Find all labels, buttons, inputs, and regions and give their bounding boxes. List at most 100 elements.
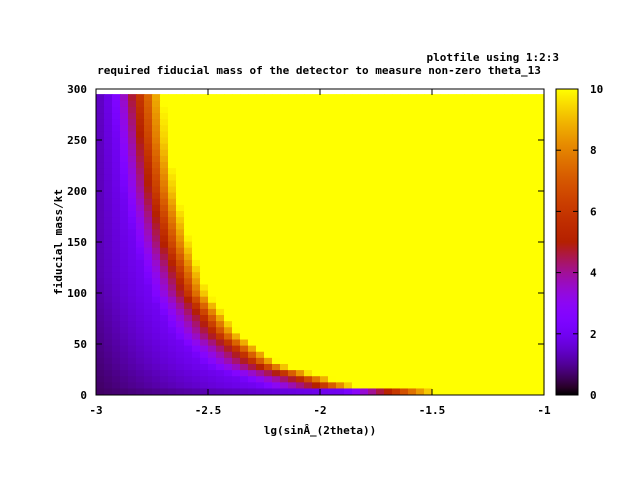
- heatmap-cell: [480, 369, 489, 377]
- heatmap-cell: [352, 357, 361, 364]
- heatmap-cell: [280, 136, 289, 144]
- heatmap-cell: [304, 216, 313, 224]
- heatmap-cell: [448, 161, 457, 169]
- heatmap-cell: [432, 173, 441, 181]
- heatmap-cell: [528, 277, 537, 285]
- heatmap-cell: [320, 234, 329, 242]
- heatmap-cell: [232, 326, 241, 334]
- heatmap-cell: [224, 234, 233, 242]
- heatmap-cell: [488, 296, 497, 303]
- heatmap-cell: [416, 308, 425, 316]
- heatmap-cell: [416, 185, 425, 193]
- heatmap-cell: [456, 118, 465, 126]
- heatmap-cell: [248, 332, 257, 340]
- heatmap-cell: [488, 124, 497, 132]
- heatmap-cell: [312, 185, 321, 193]
- heatmap-cell: [480, 118, 489, 126]
- heatmap-cell: [264, 320, 273, 328]
- heatmap-cell: [496, 192, 505, 199]
- heatmap-cell: [176, 112, 185, 120]
- heatmap-cell: [488, 369, 497, 377]
- heatmap-cell: [240, 387, 249, 395]
- heatmap-cell: [120, 124, 129, 132]
- heatmap-cell: [96, 345, 105, 352]
- heatmap-cell: [368, 149, 377, 156]
- heatmap-cell: [448, 283, 457, 291]
- heatmap-cell: [456, 369, 465, 377]
- heatmap-cell: [200, 173, 209, 181]
- heatmap-cell: [360, 277, 369, 285]
- heatmap-cell: [96, 369, 105, 377]
- heatmap-cell: [248, 143, 257, 150]
- heatmap-cell: [216, 112, 225, 120]
- heatmap-cell: [320, 173, 329, 181]
- heatmap-cell: [440, 228, 449, 236]
- heatmap-cell: [312, 283, 321, 291]
- heatmap-cell: [456, 216, 465, 224]
- heatmap-cell: [168, 173, 177, 181]
- heatmap-cell: [272, 265, 281, 273]
- heatmap-cell: [520, 351, 529, 358]
- heatmap-cell: [528, 308, 537, 316]
- heatmap-cell: [536, 210, 545, 218]
- heatmap-cell: [472, 198, 481, 205]
- heatmap-cell: [520, 161, 529, 169]
- heatmap-cell: [224, 192, 233, 199]
- heatmap-cell: [256, 100, 265, 107]
- heatmap-cell: [328, 326, 337, 334]
- heatmap-cell: [232, 387, 241, 395]
- heatmap-cell: [344, 375, 353, 383]
- heatmap-cell: [256, 149, 265, 156]
- heatmap-cell: [400, 326, 409, 334]
- heatmap-cell: [320, 112, 329, 120]
- heatmap-cell: [192, 247, 201, 254]
- heatmap-cell: [424, 271, 433, 279]
- heatmap-cell: [296, 216, 305, 224]
- heatmap-cell: [144, 326, 153, 334]
- heatmap-cell: [296, 265, 305, 273]
- heatmap-cell: [240, 222, 249, 230]
- heatmap-cell: [104, 155, 113, 163]
- heatmap-cell: [496, 265, 505, 273]
- heatmap-cell: [248, 100, 257, 107]
- heatmap-cell: [152, 351, 161, 358]
- heatmap-cell: [512, 143, 521, 150]
- heatmap-cell: [136, 136, 145, 144]
- heatmap-cell: [344, 369, 353, 377]
- heatmap-cell: [456, 381, 465, 389]
- colorbar-tick-label: 6: [590, 205, 597, 218]
- heatmap-cell: [200, 259, 209, 267]
- heatmap-cell: [440, 118, 449, 126]
- heatmap-cell: [264, 143, 273, 150]
- heatmap-cell: [160, 149, 169, 156]
- heatmap-cell: [176, 363, 185, 371]
- heatmap-cell: [184, 296, 193, 303]
- heatmap-cell: [352, 240, 361, 248]
- heatmap-cell: [296, 143, 305, 150]
- heatmap-cell: [448, 308, 457, 316]
- heatmap-cell: [520, 240, 529, 248]
- heatmap-cell: [272, 357, 281, 364]
- heatmap-cell: [352, 345, 361, 352]
- heatmap-cell: [96, 161, 105, 169]
- heatmap-cell: [200, 198, 209, 205]
- heatmap-cell: [448, 216, 457, 224]
- heatmap-cell: [280, 283, 289, 291]
- heatmap-cell: [168, 296, 177, 303]
- heatmap-cell: [176, 326, 185, 334]
- heatmap-cell: [432, 136, 441, 144]
- heatmap-cell: [392, 283, 401, 291]
- heatmap-cell: [360, 253, 369, 260]
- heatmap-cell: [368, 185, 377, 193]
- heatmap-cell: [184, 130, 193, 138]
- heatmap-cell: [504, 179, 513, 187]
- heatmap-cell: [288, 375, 297, 383]
- heatmap-cell: [360, 240, 369, 248]
- heatmap-cell: [120, 387, 129, 395]
- heatmap-cell: [328, 124, 337, 132]
- heatmap-cell: [280, 94, 289, 101]
- heatmap-cell: [344, 247, 353, 254]
- heatmap-cell: [248, 345, 257, 352]
- heatmap-cell: [360, 357, 369, 364]
- heatmap-cell: [320, 228, 329, 236]
